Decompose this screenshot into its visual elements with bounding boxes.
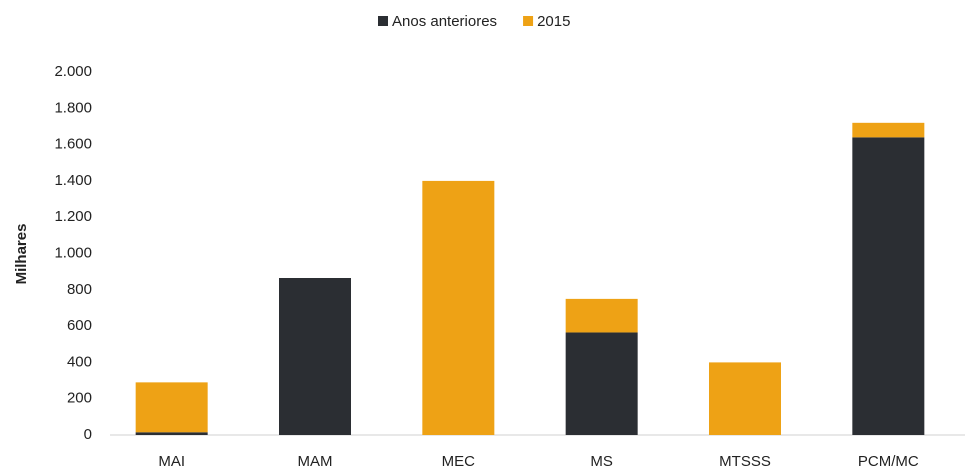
bar-segment: [135, 382, 208, 433]
legend-swatch: [523, 16, 534, 26]
y-tick-label: 1.200: [54, 208, 92, 225]
bar-segment: [135, 432, 208, 435]
y-tick-label: 1.400: [54, 172, 92, 189]
x-tick-label: PCM/MC: [858, 453, 919, 470]
bar-segment: [422, 180, 495, 435]
y-tick-label: 800: [67, 281, 92, 298]
bar-segment: [852, 137, 925, 435]
y-tick-label: 600: [67, 317, 92, 334]
y-tick-label: 200: [67, 390, 92, 407]
bar-segment: [852, 122, 925, 138]
x-tick-label: MAI: [158, 453, 185, 470]
y-tick-label: 0: [84, 426, 92, 443]
y-tick-label: 1.600: [54, 136, 92, 153]
y-tick-label: 1.000: [54, 244, 92, 261]
x-tick-label: MAM: [298, 453, 333, 470]
x-tick-label: MTSSS: [719, 453, 771, 470]
bar-segment: [565, 298, 638, 333]
legend-label: 2015: [537, 13, 570, 30]
legend-label: Anos anteriores: [392, 13, 497, 30]
bar-segment: [565, 332, 638, 435]
y-tick-label: 1.800: [54, 99, 92, 116]
legend-swatch: [378, 16, 388, 26]
bar-segment: [709, 362, 781, 435]
y-axis-label: Milhares: [13, 224, 30, 285]
x-tick-label: MEC: [442, 453, 476, 470]
bar-segment: [279, 278, 351, 435]
y-tick-label: 400: [67, 353, 92, 370]
y-tick-label: 2.000: [54, 63, 92, 80]
x-tick-label: MS: [590, 453, 613, 470]
